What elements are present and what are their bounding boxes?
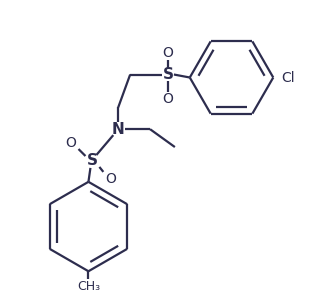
Text: O: O [105,172,116,186]
Text: Cl: Cl [281,71,295,84]
Text: S: S [162,67,173,82]
Text: S: S [87,153,98,168]
Text: CH₃: CH₃ [77,280,100,293]
Text: O: O [65,136,76,150]
Text: N: N [112,122,125,137]
Text: O: O [162,92,173,106]
Text: O: O [162,46,173,60]
